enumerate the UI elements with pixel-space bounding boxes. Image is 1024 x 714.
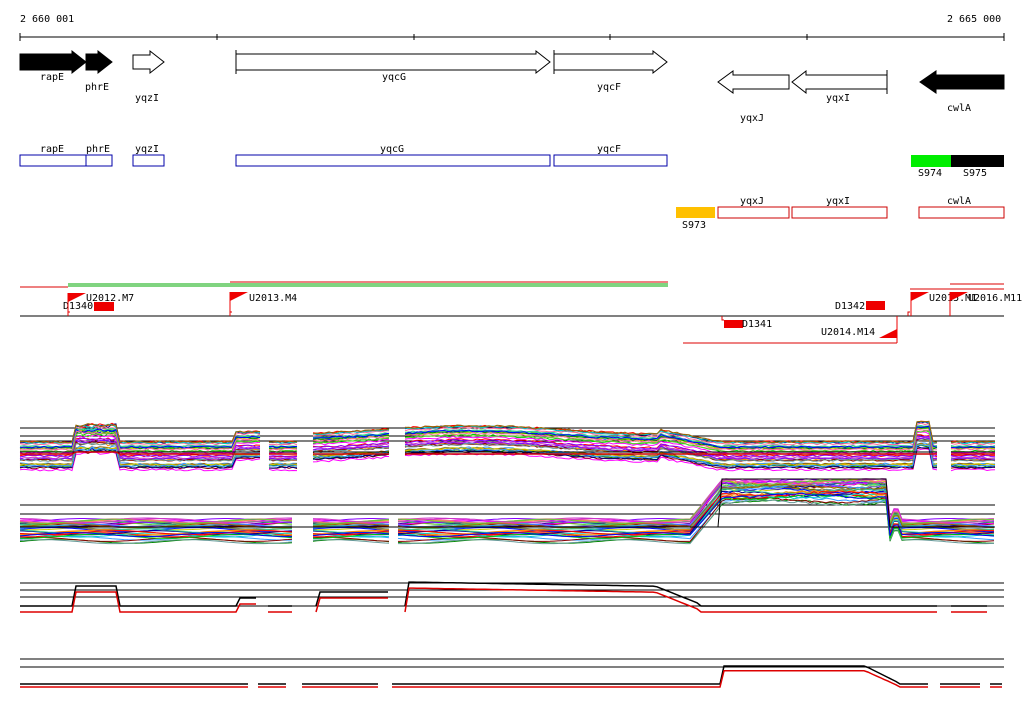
feature-label-U2013-M4: U2013.M4 <box>249 293 297 304</box>
feature-U2014-M14[interactable]: U2014.M14 <box>821 316 898 343</box>
plus-box-yqcG[interactable]: yqcG <box>235 144 551 167</box>
coordinate-ruler: 2 660 001 2 665 000 <box>19 14 1005 41</box>
expression-line <box>19 437 995 461</box>
gene-label-cwlA: cwlA <box>947 103 971 114</box>
transcription-feature-track: D1340 U2012.M7 U2013.M4 D1342 D1341 U201… <box>20 281 1022 344</box>
gene-arrow-track: rapE phrE yqzI yqcG yqcF yqxJ yqxI <box>19 49 1005 124</box>
feature-U2013-M4[interactable]: U2013.M4 <box>229 292 297 316</box>
minus-box-yqxJ[interactable]: yqxJ <box>717 196 790 219</box>
ruler-start-label: 2 660 001 <box>20 14 74 25</box>
plus-box-label-rapE: rapE <box>40 144 64 155</box>
feature-D1341[interactable]: D1341 <box>724 319 772 330</box>
expression-line <box>19 422 996 446</box>
gene-phrE[interactable]: phrE <box>85 49 113 93</box>
feature-D1342[interactable]: D1342 <box>835 301 885 312</box>
gene-rapE[interactable]: rapE <box>19 49 87 83</box>
gene-label-yqzI: yqzI <box>135 93 159 104</box>
expression-panel-minus-strand-conditions <box>19 478 995 545</box>
feature-label-D1342: D1342 <box>835 301 865 312</box>
segment-label-S974: S974 <box>918 168 942 179</box>
plus-box-yqcF[interactable]: yqcF <box>553 144 668 167</box>
plus-box-label-phrE: phrE <box>86 144 110 155</box>
gene-yqzI[interactable]: yqzI <box>132 49 165 104</box>
expression-line <box>19 445 996 469</box>
ruler-end-label: 2 665 000 <box>947 14 1001 25</box>
expression-line <box>19 479 995 524</box>
expression-line <box>19 425 996 449</box>
gene-label-yqxJ: yqxJ <box>740 113 764 124</box>
segment-track: S974 S975 S973 <box>676 155 1004 231</box>
minus-box-yqxI[interactable]: yqxI <box>791 196 888 219</box>
minus-box-cwlA[interactable]: cwlA <box>918 196 1005 219</box>
feature-U2012-M7[interactable]: U2012.M7 <box>67 293 134 316</box>
feature-label-U2012-M7: U2012.M7 <box>86 293 134 304</box>
expression-line <box>19 478 995 523</box>
minus-box-label-yqxI: yqxI <box>826 196 850 207</box>
gene-label-phrE: phrE <box>85 82 109 93</box>
expression-panel-plus-strand-summary <box>20 581 1004 613</box>
gene-label-yqxI: yqxI <box>826 93 850 104</box>
feature-label-D1340: D1340 <box>63 301 93 312</box>
feature-label-D1341: D1341 <box>742 319 772 330</box>
feature-label-U2014-M14: U2014.M14 <box>821 327 875 338</box>
expression-line <box>19 435 996 458</box>
expression-line <box>19 430 996 453</box>
segment-label-S973: S973 <box>682 220 706 231</box>
segment-S973[interactable]: S973 <box>676 207 715 231</box>
gene-yqcF[interactable]: yqcF <box>553 49 668 93</box>
gene-yqxJ[interactable]: yqxJ <box>717 70 790 124</box>
gene-yqxI[interactable]: yqxI <box>791 69 888 104</box>
expression-line <box>19 448 996 472</box>
expression-line <box>19 444 996 468</box>
plus-box-yqzI[interactable]: yqzI <box>132 144 165 167</box>
expression-line <box>19 492 995 538</box>
gene-label-yqcF: yqcF <box>597 82 621 93</box>
expression-line <box>20 420 996 444</box>
segment-label-S975: S975 <box>963 168 987 179</box>
expression-line <box>19 499 995 545</box>
segment-S975[interactable]: S975 <box>951 155 1004 179</box>
plus-box-rapE[interactable]: rapE <box>19 144 87 167</box>
expression-panel-plus-strand-conditions <box>19 420 996 472</box>
plus-strand-box-track: rapE phrE yqzI yqcG yqcF <box>19 144 668 167</box>
plus-box-phrE[interactable]: phrE <box>85 144 113 167</box>
gene-yqcG[interactable]: yqcG <box>235 49 551 83</box>
expression-line <box>19 438 996 462</box>
segment-S974[interactable]: S974 <box>911 155 951 179</box>
plus-box-label-yqzI: yqzI <box>135 144 159 155</box>
minus-box-label-yqxJ: yqxJ <box>740 196 764 207</box>
feature-U2016-M11[interactable]: U2016.M11 <box>949 292 1022 316</box>
gene-cwlA[interactable]: cwlA <box>919 70 1005 114</box>
expression-panel-minus-strand-summary <box>20 658 1004 688</box>
feature-D1340[interactable]: D1340 <box>63 301 114 312</box>
gene-label-yqcG: yqcG <box>382 72 406 83</box>
gene-label-rapE: rapE <box>40 72 64 83</box>
expression-line <box>19 479 995 524</box>
plus-box-label-yqcG: yqcG <box>380 144 404 155</box>
expression-line <box>19 478 995 524</box>
minus-box-label-cwlA: cwlA <box>947 196 971 207</box>
feature-label-U2016-M11: U2016.M11 <box>968 293 1022 304</box>
minus-strand-box-track: yqxJ yqxI cwlA <box>717 196 1005 219</box>
plus-box-label-yqcF: yqcF <box>597 144 621 155</box>
